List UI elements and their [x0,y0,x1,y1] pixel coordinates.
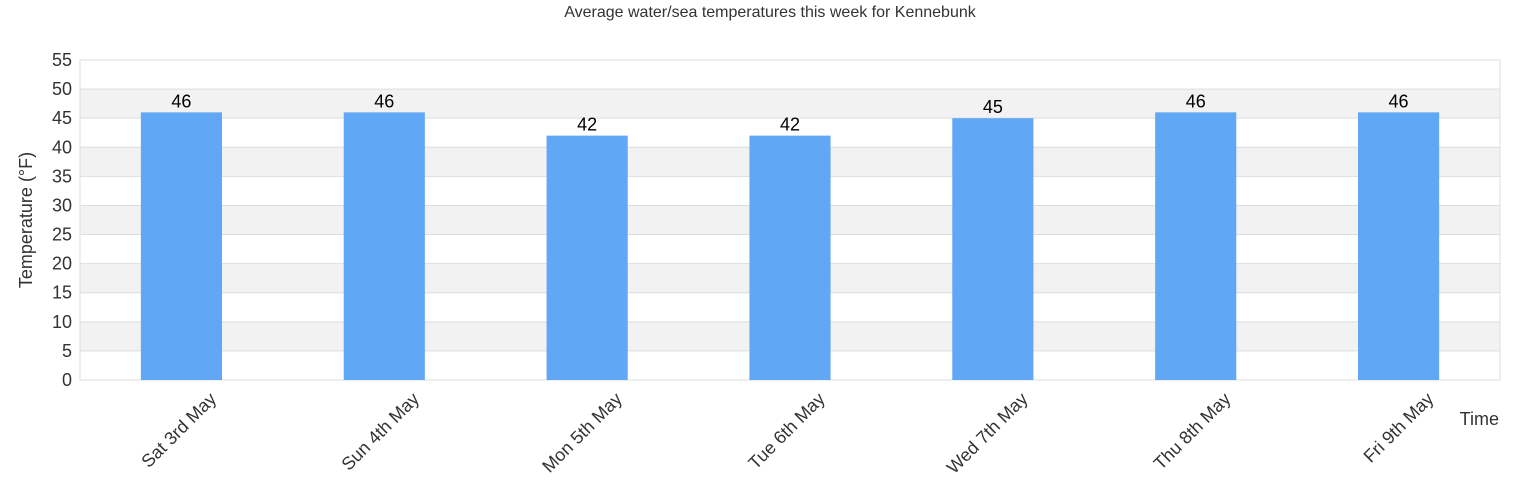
data-label: 42 [780,115,800,135]
background-band [80,89,1500,119]
bar [1358,112,1440,380]
x-tick-label: Mon 5th May [538,389,626,477]
y-tick-label: 35 [52,166,72,186]
data-label: 42 [577,115,597,135]
x-axis-title: Time [1460,409,1499,429]
y-tick-label: 45 [52,108,72,128]
bars [140,112,1440,380]
bar [140,112,222,380]
y-tick-label: 30 [52,195,72,215]
bar [1155,112,1237,380]
x-tick-label: Tue 6th May [744,389,828,473]
data-label: 45 [983,97,1003,117]
x-tick-label: Thu 8th May [1150,389,1235,474]
x-tick-label: Sun 4th May [338,389,424,475]
x-tick-label: Fri 9th May [1360,389,1438,467]
x-axis-ticks: Sat 3rd May Sun 4th May Mon 5th May Tue 6th… [137,389,1437,478]
bar [952,118,1034,380]
y-tick-label: 10 [52,312,72,332]
x-tick-label: Wed 7th May [943,389,1032,478]
y-axis-title: Temperature (°F) [16,152,36,288]
y-tick-label: 5 [62,341,72,361]
chart-title: Average water/sea temperatures this week… [564,4,976,21]
data-label: 46 [171,91,191,111]
bar [343,112,425,380]
data-label: 46 [1389,91,1409,111]
y-tick-label: 55 [52,50,72,70]
x-tick-label: Sat 3rd May [137,389,220,472]
y-tick-label: 25 [52,225,72,245]
bar [546,135,628,380]
y-tick-label: 50 [52,79,72,99]
data-label: 46 [1186,91,1206,111]
y-tick-label: 0 [62,370,72,390]
y-tick-label: 20 [52,254,72,274]
y-axis-ticks: 0 5 10 15 20 25 30 35 40 45 50 55 [52,50,72,390]
data-label: 46 [374,91,394,111]
y-tick-label: 15 [52,283,72,303]
y-tick-label: 40 [52,137,72,157]
bar [749,135,831,380]
data-labels: 46 46 42 42 45 46 46 [171,91,1408,134]
